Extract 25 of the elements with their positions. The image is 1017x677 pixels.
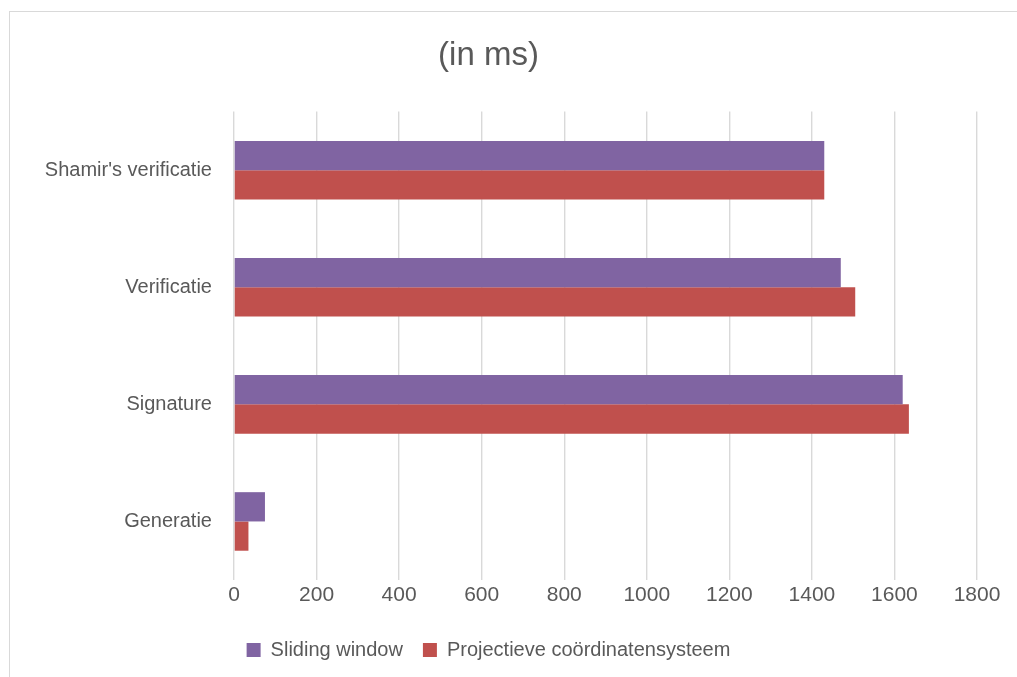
y-tick-label: Shamir's verificatie [44, 157, 212, 180]
x-tick-label: 1200 [705, 582, 753, 606]
x-tick-label: 1600 [871, 582, 918, 606]
x-tick-label: 1400 [788, 582, 836, 606]
chart-title: (in ms) [438, 34, 539, 72]
y-tick-label: Generatie [124, 508, 212, 531]
x-tick-label: 1800 [953, 582, 1001, 606]
x-tick-label: 1000 [623, 582, 671, 606]
x-tick-label: 600 [464, 582, 500, 606]
bar [234, 404, 909, 434]
bar [234, 492, 265, 522]
legend-label: Sliding window [270, 637, 404, 660]
legend-label: Projectieve coördinatensysteem [446, 637, 731, 660]
bar [234, 521, 249, 551]
bar [234, 257, 841, 288]
x-tick-label: 0 [228, 582, 240, 606]
bar [234, 140, 825, 171]
x-tick-label: 400 [381, 582, 417, 606]
bar [234, 287, 856, 317]
x-tick-label: 800 [546, 582, 582, 606]
y-tick-label: Signature [126, 391, 212, 414]
y-tick-label: Verificatie [125, 274, 212, 297]
bar [234, 375, 903, 405]
x-tick-label: 200 [299, 582, 335, 606]
bar [234, 170, 825, 200]
